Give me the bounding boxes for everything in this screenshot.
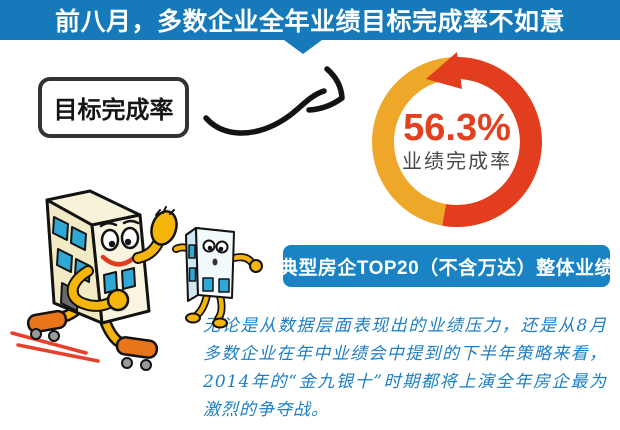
building-mascots-illustration (10, 189, 263, 371)
roller-skate-icon (26, 309, 159, 371)
donut-value-label: 56.3% (403, 107, 511, 149)
donut-chart: 56.3% 业绩完成率 (360, 45, 560, 245)
speed-lines (10, 331, 100, 363)
goal-label: 目标完成率 (53, 97, 174, 124)
commentary-text: 无论是从数据层面表现出的业绩压力，还是从8月多数企业在年中业绩会中提到的下半年策… (203, 316, 607, 420)
donut-caption-label: 业绩完成率 (402, 151, 512, 173)
subtitle-pill-label: 典型房企TOP20（不含万达）整体业绩 (278, 257, 615, 279)
donut-ring (372, 52, 542, 227)
subtitle-pill: 典型房企TOP20（不含万达）整体业绩 (279, 245, 614, 287)
header-banner: 前八月，多数企业全年业绩目标完成率不如意 (0, 0, 620, 40)
page-title: 前八月，多数企业全年业绩目标完成率不如意 (54, 8, 565, 36)
donut-value-arc (442, 57, 542, 227)
building-face-small (202, 239, 229, 266)
arrowhead-icon (426, 52, 462, 89)
building-face (99, 219, 140, 267)
curved-arrow-icon (203, 66, 345, 136)
building-mascot-large (26, 189, 178, 371)
building-mascot-small (172, 227, 263, 329)
waving-hand-icon (150, 206, 178, 246)
building-windows (52, 216, 91, 283)
banner-pointer-triangle (284, 40, 322, 54)
goal-label-box: 目标完成率 (38, 77, 189, 138)
